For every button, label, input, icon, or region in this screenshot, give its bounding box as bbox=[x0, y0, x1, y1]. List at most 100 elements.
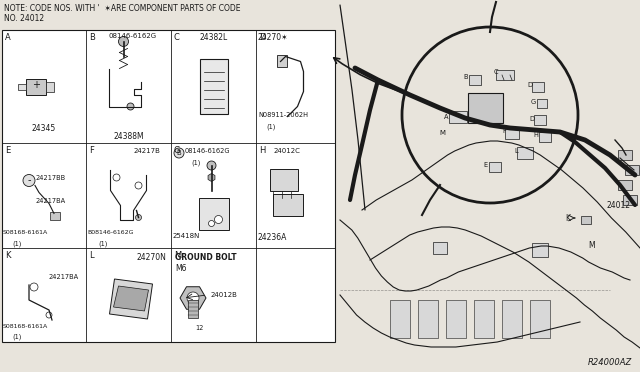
Bar bbox=[418, 300, 438, 338]
Text: L: L bbox=[515, 148, 518, 154]
Text: 24345: 24345 bbox=[32, 124, 56, 133]
Bar bbox=[390, 300, 410, 338]
Text: N08911-2062H: N08911-2062H bbox=[258, 112, 308, 118]
Text: 24012B: 24012B bbox=[211, 292, 238, 298]
Text: R24000AZ: R24000AZ bbox=[588, 358, 632, 367]
Bar bbox=[469, 75, 481, 85]
Text: A: A bbox=[444, 114, 448, 120]
Bar bbox=[18, 83, 26, 90]
Polygon shape bbox=[113, 286, 148, 311]
Bar bbox=[489, 162, 501, 172]
Circle shape bbox=[187, 292, 199, 304]
Circle shape bbox=[174, 148, 184, 158]
Text: (1): (1) bbox=[191, 159, 200, 166]
Text: F: F bbox=[502, 128, 506, 134]
Text: (1): (1) bbox=[12, 240, 21, 247]
Bar bbox=[474, 300, 494, 338]
FancyBboxPatch shape bbox=[278, 55, 287, 67]
Bar bbox=[26, 78, 46, 94]
Circle shape bbox=[23, 174, 35, 186]
Text: S08168-6161A: S08168-6161A bbox=[3, 230, 48, 235]
Text: 08146-6162G: 08146-6162G bbox=[108, 33, 156, 39]
Bar bbox=[532, 82, 544, 92]
Text: S08168-6161A: S08168-6161A bbox=[3, 324, 48, 329]
Bar bbox=[449, 111, 467, 123]
Text: H: H bbox=[259, 146, 266, 155]
FancyBboxPatch shape bbox=[273, 193, 303, 215]
Text: 08146-6162G: 08146-6162G bbox=[185, 148, 230, 154]
Text: E: E bbox=[484, 162, 488, 168]
Text: B: B bbox=[89, 33, 95, 42]
FancyBboxPatch shape bbox=[271, 169, 298, 190]
Text: 24236A: 24236A bbox=[258, 233, 287, 242]
Bar bbox=[433, 242, 447, 254]
Bar bbox=[618, 150, 632, 160]
Text: 24217BA: 24217BA bbox=[49, 274, 79, 280]
Text: D: D bbox=[529, 116, 534, 122]
Bar bbox=[625, 165, 639, 175]
Circle shape bbox=[118, 36, 129, 46]
Bar bbox=[534, 115, 546, 125]
Text: (1): (1) bbox=[98, 240, 108, 247]
Bar bbox=[188, 300, 198, 318]
Text: 24270✶: 24270✶ bbox=[258, 33, 289, 42]
Text: M: M bbox=[174, 251, 181, 260]
Text: M: M bbox=[589, 241, 595, 250]
Text: 24217BA: 24217BA bbox=[36, 198, 66, 203]
Text: 24388M: 24388M bbox=[113, 131, 144, 141]
Bar bbox=[623, 195, 637, 205]
Text: 24217BB: 24217BB bbox=[36, 174, 66, 180]
Bar bbox=[530, 300, 550, 338]
Text: (1): (1) bbox=[266, 123, 275, 129]
Text: B: B bbox=[177, 150, 181, 156]
Bar bbox=[502, 300, 522, 338]
Text: D: D bbox=[527, 82, 532, 88]
Text: M: M bbox=[439, 130, 445, 136]
Circle shape bbox=[209, 221, 214, 227]
Text: D: D bbox=[259, 33, 266, 42]
Text: 24012: 24012 bbox=[607, 201, 631, 209]
Bar bbox=[537, 99, 547, 108]
Circle shape bbox=[207, 161, 216, 170]
Circle shape bbox=[136, 215, 141, 221]
Text: B08146-6162G: B08146-6162G bbox=[87, 230, 134, 235]
Circle shape bbox=[135, 182, 142, 189]
Text: NOTE: CODE NOS. WITH '  ✶ARE COMPONENT PARTS OF CODE: NOTE: CODE NOS. WITH ' ✶ARE COMPONENT PA… bbox=[4, 4, 241, 13]
Bar bbox=[468, 93, 503, 123]
Text: 12: 12 bbox=[195, 325, 204, 331]
Bar bbox=[200, 59, 227, 114]
Bar bbox=[618, 180, 632, 190]
Text: C: C bbox=[493, 69, 498, 75]
Text: H: H bbox=[533, 132, 538, 138]
Text: 25418N: 25418N bbox=[173, 233, 200, 239]
Circle shape bbox=[214, 215, 223, 224]
Text: (1): (1) bbox=[12, 334, 21, 340]
Text: 24217B: 24217B bbox=[134, 148, 161, 154]
Text: -: - bbox=[28, 176, 31, 186]
Circle shape bbox=[30, 283, 38, 291]
Bar bbox=[539, 132, 551, 142]
Bar bbox=[446, 300, 466, 338]
Bar bbox=[496, 70, 514, 80]
Bar bbox=[505, 127, 519, 139]
Bar bbox=[198, 198, 228, 230]
Bar bbox=[581, 216, 591, 224]
Text: G: G bbox=[531, 99, 536, 105]
Circle shape bbox=[46, 312, 52, 318]
Text: A: A bbox=[5, 33, 11, 42]
Text: 24270N: 24270N bbox=[136, 253, 166, 262]
Text: NO. 24012: NO. 24012 bbox=[4, 14, 44, 23]
Text: M6: M6 bbox=[175, 264, 186, 273]
Bar bbox=[46, 81, 54, 92]
Text: GROUND BOLT: GROUND BOLT bbox=[175, 253, 237, 262]
Circle shape bbox=[127, 103, 134, 110]
Text: +: + bbox=[32, 80, 40, 90]
Text: B: B bbox=[463, 74, 468, 80]
Text: K: K bbox=[5, 251, 10, 260]
Circle shape bbox=[113, 174, 120, 181]
Text: L: L bbox=[89, 251, 93, 260]
Text: 24382L: 24382L bbox=[200, 33, 228, 42]
Bar bbox=[50, 212, 60, 219]
Text: K: K bbox=[565, 214, 570, 222]
Text: F: F bbox=[89, 146, 94, 155]
